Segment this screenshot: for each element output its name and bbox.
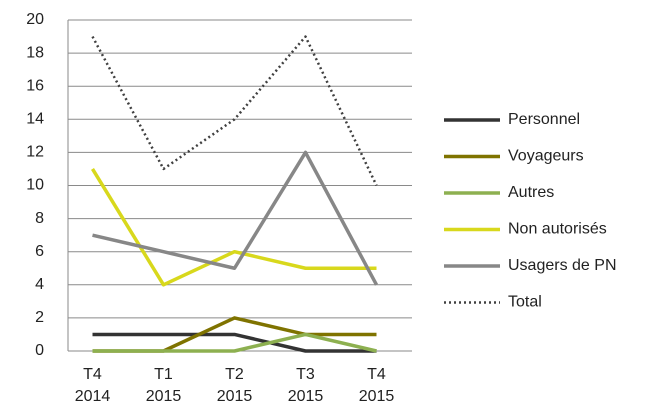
x-tick-label: T2 2015: [217, 366, 253, 405]
series-line: [92, 332, 377, 353]
series-line: [92, 150, 379, 286]
x-tick-label: T4 2014: [75, 366, 111, 405]
x-tick-label-line: T2: [225, 366, 244, 383]
x-tick-label-line: T4: [83, 366, 102, 383]
x-tick-label-line: 2015: [359, 388, 395, 405]
legend-label: Usagers de PN: [508, 257, 617, 274]
y-tick-label: 20: [26, 11, 44, 28]
y-tick-label: 10: [26, 177, 44, 194]
legend-label: Voyageurs: [508, 148, 584, 165]
y-tick-label: 4: [35, 276, 44, 293]
x-tick-label-line: T1: [154, 366, 173, 383]
x-tick-label-line: T3: [296, 366, 315, 383]
x-tick-label-line: 2015: [146, 388, 182, 405]
y-tick-label: 12: [26, 144, 44, 161]
y-tick-label: 8: [35, 210, 44, 227]
legend-label: Total: [508, 294, 542, 311]
y-tick-label: 14: [26, 111, 44, 128]
legend-label: Non autorisés: [508, 221, 607, 238]
series-line: [92, 332, 377, 353]
x-tick-label: T4 2015: [359, 366, 395, 405]
x-tick-label: T3 2015: [288, 366, 324, 405]
x-tick-label-line: T4: [367, 366, 386, 383]
y-tick-label: 6: [35, 243, 44, 260]
legend-label: Autres: [508, 184, 554, 201]
y-tick-label: 16: [26, 77, 44, 94]
x-tick-label-line: 2014: [75, 388, 111, 405]
legend-label: Personnel: [508, 111, 580, 128]
y-tick-label: 2: [35, 309, 44, 326]
x-tick-label: T1 2015: [146, 366, 182, 405]
series-line: [91, 35, 378, 187]
x-tick-label-line: 2015: [288, 388, 324, 405]
x-tick-label-line: 2015: [217, 388, 253, 405]
y-tick-label: 18: [26, 44, 44, 61]
y-tick-label: 0: [35, 342, 44, 359]
